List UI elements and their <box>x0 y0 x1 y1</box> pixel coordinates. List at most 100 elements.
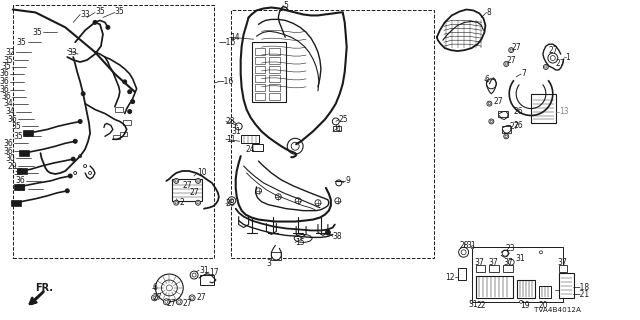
Circle shape <box>93 20 97 24</box>
Bar <box>255 66 266 73</box>
Text: 27: 27 <box>166 299 176 308</box>
Bar <box>499 111 508 117</box>
Text: 36: 36 <box>3 147 13 156</box>
Bar <box>252 144 264 151</box>
Text: 35: 35 <box>13 132 22 141</box>
Text: 4: 4 <box>336 125 340 134</box>
Text: 36: 36 <box>7 115 17 124</box>
Circle shape <box>236 123 242 130</box>
Text: 35: 35 <box>95 7 105 16</box>
Text: 24: 24 <box>246 145 255 154</box>
Text: 38: 38 <box>333 232 342 241</box>
Text: 27: 27 <box>511 43 521 52</box>
Circle shape <box>152 295 157 301</box>
Text: 2: 2 <box>179 198 184 207</box>
Text: 31: 31 <box>468 300 478 309</box>
Bar <box>255 57 266 64</box>
Text: 6: 6 <box>152 284 157 292</box>
Text: 28: 28 <box>226 199 236 208</box>
Circle shape <box>15 185 18 188</box>
Circle shape <box>486 79 497 89</box>
Bar <box>476 265 485 272</box>
Text: 6: 6 <box>484 75 490 84</box>
Circle shape <box>196 200 200 205</box>
Text: 37: 37 <box>475 258 484 267</box>
Circle shape <box>332 118 339 125</box>
Text: 7: 7 <box>521 69 526 78</box>
Text: 27: 27 <box>182 181 192 190</box>
Text: 22: 22 <box>477 301 486 310</box>
Circle shape <box>228 197 236 205</box>
Text: 12: 12 <box>445 273 454 282</box>
Text: —16: —16 <box>217 77 234 86</box>
Circle shape <box>71 157 76 161</box>
Text: 27: 27 <box>152 293 162 302</box>
Text: 32: 32 <box>5 48 15 57</box>
Ellipse shape <box>294 235 312 242</box>
Text: 37: 37 <box>558 258 568 267</box>
Bar <box>11 200 20 206</box>
Bar <box>271 252 282 260</box>
Text: 27: 27 <box>509 122 519 131</box>
Circle shape <box>540 251 542 254</box>
Circle shape <box>189 295 195 301</box>
Circle shape <box>18 170 21 172</box>
Circle shape <box>470 300 473 303</box>
Text: 37: 37 <box>488 258 498 267</box>
Circle shape <box>68 174 72 178</box>
Text: 31: 31 <box>515 254 525 263</box>
Text: 36: 36 <box>0 69 9 78</box>
Bar <box>503 265 513 272</box>
Text: 11: 11 <box>226 135 236 144</box>
Circle shape <box>502 250 508 256</box>
Circle shape <box>471 246 474 249</box>
Text: 35: 35 <box>33 28 42 37</box>
Circle shape <box>88 172 92 174</box>
Bar <box>472 247 563 302</box>
Text: 8: 8 <box>486 8 491 17</box>
Circle shape <box>131 100 134 104</box>
Circle shape <box>128 90 132 94</box>
Circle shape <box>73 139 77 143</box>
Text: 34: 34 <box>5 107 15 116</box>
Bar <box>113 135 120 139</box>
Circle shape <box>287 138 303 154</box>
Text: 36: 36 <box>13 169 22 178</box>
Bar <box>269 75 280 82</box>
Text: 10: 10 <box>197 169 207 178</box>
Bar <box>231 11 434 258</box>
Bar <box>200 275 214 285</box>
Bar <box>458 268 466 280</box>
Text: 36: 36 <box>3 139 13 148</box>
Text: 33: 33 <box>80 10 90 19</box>
Bar <box>22 130 33 136</box>
Text: 33: 33 <box>67 48 77 57</box>
Circle shape <box>24 132 27 135</box>
Circle shape <box>176 299 182 305</box>
Circle shape <box>106 25 110 29</box>
Text: 36: 36 <box>15 176 25 185</box>
Text: 13: 13 <box>559 107 568 116</box>
Circle shape <box>84 164 86 168</box>
Bar <box>269 66 280 73</box>
Text: —16: —16 <box>219 38 236 47</box>
Text: FR.: FR. <box>36 283 54 293</box>
Bar <box>241 135 259 143</box>
Circle shape <box>295 198 301 204</box>
Text: 15: 15 <box>295 238 305 247</box>
Text: 17: 17 <box>209 268 219 276</box>
Text: 27: 27 <box>189 188 199 197</box>
Text: 36: 36 <box>0 85 9 94</box>
Circle shape <box>190 271 198 279</box>
Text: 26: 26 <box>513 121 523 130</box>
Text: 27: 27 <box>506 56 516 65</box>
Text: 1: 1 <box>566 52 570 61</box>
Circle shape <box>128 109 132 114</box>
Text: 31: 31 <box>467 241 476 250</box>
Circle shape <box>548 53 557 63</box>
Circle shape <box>123 80 127 84</box>
Text: 28: 28 <box>226 117 236 126</box>
Circle shape <box>335 198 340 204</box>
Text: —21: —21 <box>573 290 589 300</box>
Bar <box>172 179 202 201</box>
